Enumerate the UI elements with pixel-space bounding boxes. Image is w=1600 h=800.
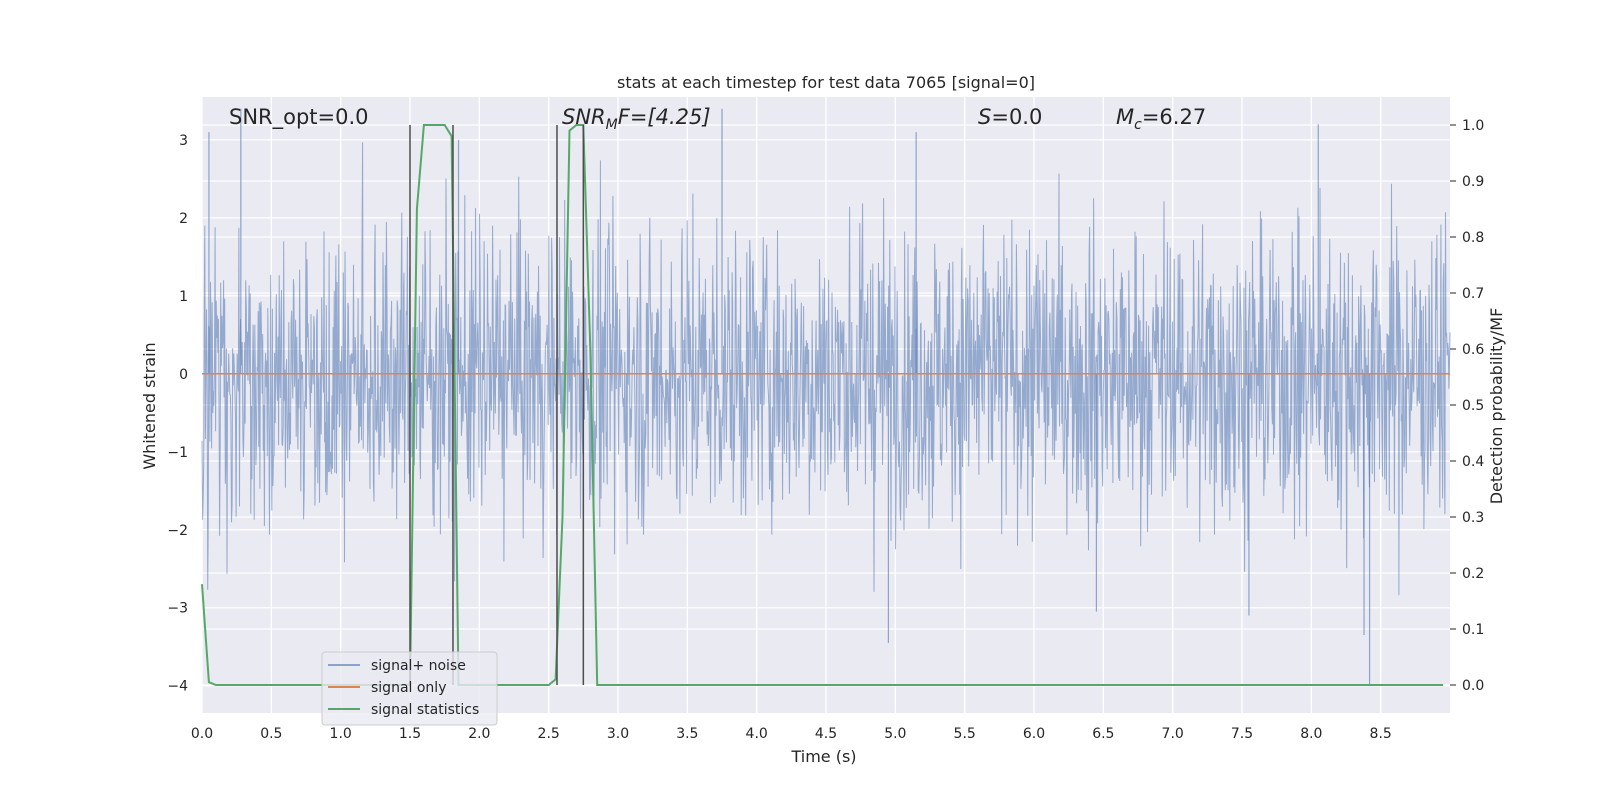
y2-tick-label-3: 0.7 [1462, 286, 1484, 302]
annotation-mc-value: =6.27 [1142, 105, 1206, 129]
y2-tick-label-8: 0.2 [1462, 566, 1484, 582]
x-tick-label-9: 4.5 [815, 726, 837, 742]
y-tick-label-3: 0 [179, 367, 188, 383]
annotation-snr-opt: SNR_opt=0.0 [229, 105, 369, 130]
y2-tick-label-9: 0.1 [1462, 622, 1484, 638]
y-tick-label-5: −2 [167, 523, 188, 539]
x-axis-label: Time (s) [790, 747, 856, 766]
y-tick-label-1: 2 [179, 211, 188, 227]
x-tick-label-10: 5.0 [884, 726, 906, 742]
y-tick-label-6: −3 [167, 601, 188, 617]
chart-title: stats at each timestep for test data 706… [617, 73, 1035, 92]
x-tick-label-1: 0.5 [260, 726, 282, 742]
y2-ticks: 1.0 0.9 0.8 0.7 0.6 0.5 0.4 0.3 0.2 0.1 0.0 [1450, 118, 1484, 694]
annotation-mc-symbol: M [1116, 105, 1134, 129]
y2-tick-label-0: 1.0 [1462, 118, 1484, 134]
y2-tick-label-1: 0.9 [1462, 174, 1484, 190]
x-tick-label-4: 2.0 [468, 726, 490, 742]
y2-tick-label-10: 0.0 [1462, 678, 1484, 694]
y2-tick-label-5: 0.5 [1462, 398, 1484, 414]
annotation-mc: Mc=6.27 [1116, 105, 1206, 133]
legend: signal+ noise signal only signal statist… [321, 651, 498, 726]
y-tick-label-2: 1 [179, 289, 188, 305]
x-tick-label-8: 4.0 [746, 726, 768, 742]
annotation-s-symbol: S [978, 105, 991, 129]
x-tick-label-14: 7.0 [1162, 726, 1184, 742]
y-ticks: 3 2 1 0 −1 −2 −3 −4 [167, 133, 188, 695]
annotation-snr-mf-symbol: SNR [562, 105, 606, 129]
x-tick-label-0: 0.0 [191, 726, 213, 742]
y-axis-label: Whitened strain [140, 342, 159, 469]
x-tick-label-13: 6.5 [1092, 726, 1114, 742]
annotation-snr-mf-value: F=[4.25] [618, 105, 711, 129]
x-tick-label-17: 8.5 [1370, 726, 1392, 742]
x-tick-label-3: 1.5 [399, 726, 421, 742]
y2-tick-label-2: 0.8 [1462, 230, 1484, 246]
annotation-snr-mf: SNRMF=[4.25] [562, 105, 711, 133]
y2-tick-label-7: 0.3 [1462, 510, 1484, 526]
x-tick-label-7: 3.5 [676, 726, 698, 742]
annotation-s: S=0.0 [978, 105, 1042, 129]
x-tick-label-5: 2.5 [538, 726, 560, 742]
x-tick-label-15: 7.5 [1231, 726, 1253, 742]
legend-label-signal-only: signal only [371, 680, 446, 696]
x-ticks: 0.0 0.5 1.0 1.5 2.0 2.5 3.0 3.5 4.0 4.5 5.0 5.5 6.0 6… [191, 726, 1392, 742]
annotation-snr-mf-subscript: M [606, 117, 618, 133]
x-tick-label-12: 6.0 [1023, 726, 1045, 742]
y2-tick-label-4: 0.6 [1462, 342, 1484, 358]
y-tick-label-7: −4 [167, 679, 188, 695]
x-tick-label-2: 1.0 [330, 726, 352, 742]
y2-axis-label: Detection probability/MF [1487, 308, 1506, 505]
legend-label-signal-noise: signal+ noise [371, 658, 466, 674]
legend-box [321, 651, 498, 726]
x-tick-label-16: 8.0 [1300, 726, 1322, 742]
annotation-mc-subscript: c [1134, 117, 1142, 133]
y-tick-label-0: 3 [179, 133, 188, 149]
y2-tick-label-6: 0.4 [1462, 454, 1484, 470]
y-tick-label-4: −1 [167, 445, 188, 461]
vertical-markers [409, 125, 585, 685]
x-tick-label-6: 3.0 [607, 726, 629, 742]
legend-label-signal-statistics: signal statistics [371, 702, 479, 718]
x-tick-label-11: 5.5 [954, 726, 976, 742]
annotation-s-value: =0.0 [991, 105, 1042, 129]
